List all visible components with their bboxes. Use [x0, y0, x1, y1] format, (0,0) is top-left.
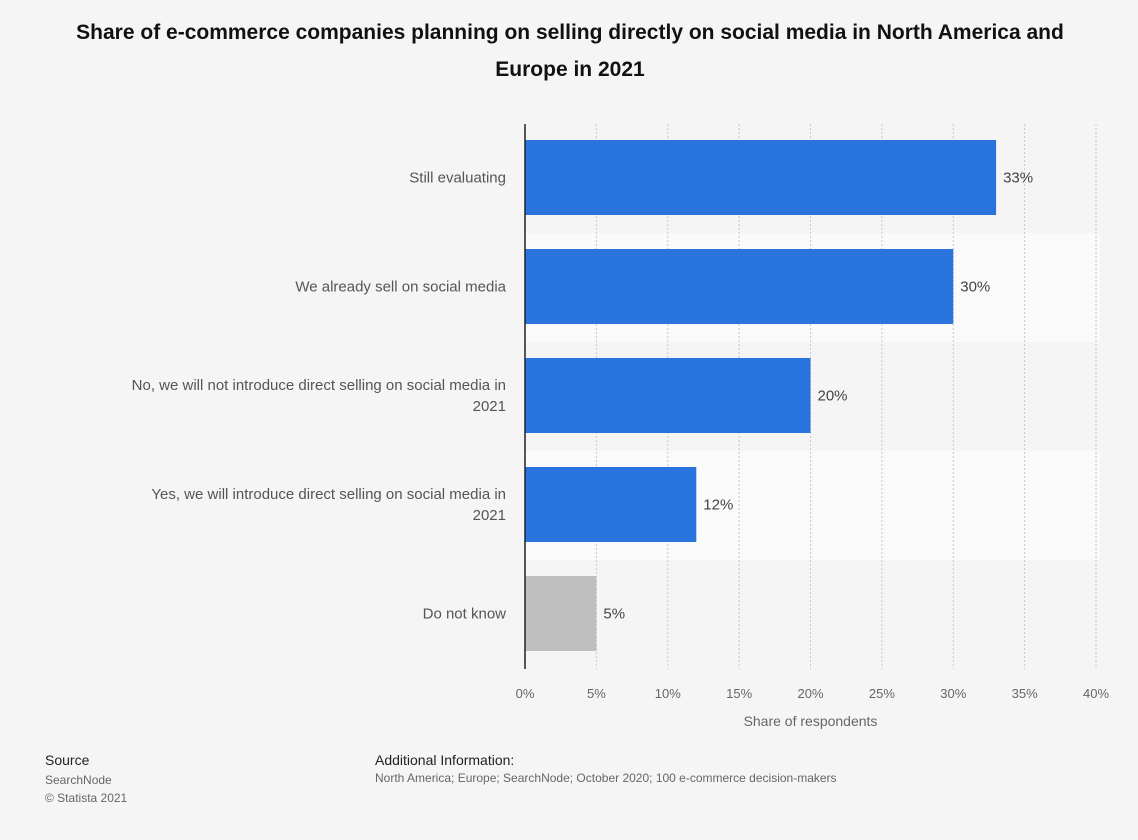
bar	[525, 467, 697, 542]
additional-info-text: North America; Europe; SearchNode; Octob…	[375, 771, 837, 785]
category-label: We already sell on social media	[295, 278, 506, 295]
data-label: 12%	[703, 497, 733, 514]
bar	[525, 249, 954, 324]
additional-info-heading: Additional Information:	[375, 752, 515, 768]
data-label: 33%	[1003, 170, 1033, 187]
data-label: 30%	[960, 279, 990, 296]
category-label: Yes, we will introduce direct selling on…	[151, 485, 506, 524]
x-axis-title: Share of respondents	[744, 713, 878, 729]
category-label: No, we will not introduce direct selling…	[131, 376, 506, 415]
source-heading: Source	[45, 752, 90, 768]
bar	[525, 576, 597, 651]
x-tick-label: 15%	[726, 686, 752, 701]
source-details: SearchNode © Statista 2021	[45, 771, 127, 807]
bar	[525, 358, 811, 433]
x-tick-label: 5%	[587, 686, 606, 701]
x-tick-label: 30%	[940, 686, 966, 701]
x-tick-label: 40%	[1083, 686, 1109, 701]
bar	[525, 140, 997, 215]
chart-title: Share of e-commerce companies planning o…	[76, 21, 1064, 81]
category-label: Do not know	[422, 605, 506, 622]
x-tick-label: 20%	[797, 686, 823, 701]
x-tick-label: 35%	[1012, 686, 1038, 701]
category-label: Still evaluating	[409, 169, 506, 186]
data-label: 5%	[603, 606, 625, 623]
source-name[interactable]: SearchNode	[45, 773, 112, 787]
x-tick-label: 0%	[516, 686, 535, 701]
copyright: © Statista 2021	[45, 791, 128, 805]
bar-chart: 0% 5% 10% 15% 20% 25% 30% 35% 40% 33% 30% 20% 12% 5% S…	[516, 124, 1109, 729]
x-tick-label: 25%	[869, 686, 895, 701]
x-tick-label: 10%	[655, 686, 681, 701]
data-label: 20%	[818, 388, 848, 405]
